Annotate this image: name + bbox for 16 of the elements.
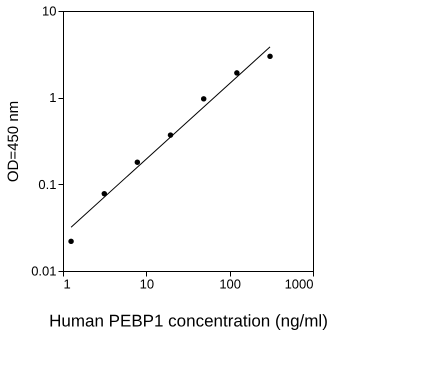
x-tick-label: 1 [64, 276, 71, 292]
y-tick-label: 0.1 [38, 176, 56, 192]
x-axis-title: Human PEBP1 concentration (ng/ml) [49, 312, 328, 330]
y-tick-label: 0.01 [31, 264, 56, 278]
x-tick-label: 10 [140, 276, 154, 292]
point [68, 238, 74, 244]
point [134, 159, 140, 165]
point [102, 190, 108, 196]
y-axis-title: OD=450 nm [5, 100, 22, 182]
x-tick-label: 100 [219, 276, 242, 292]
y-tick-label: 1 [49, 90, 56, 106]
x-tick-label: 1000 [284, 276, 314, 292]
y-tick-label: 10 [42, 4, 56, 18]
point [234, 70, 240, 76]
point [200, 96, 206, 102]
point [267, 54, 273, 60]
